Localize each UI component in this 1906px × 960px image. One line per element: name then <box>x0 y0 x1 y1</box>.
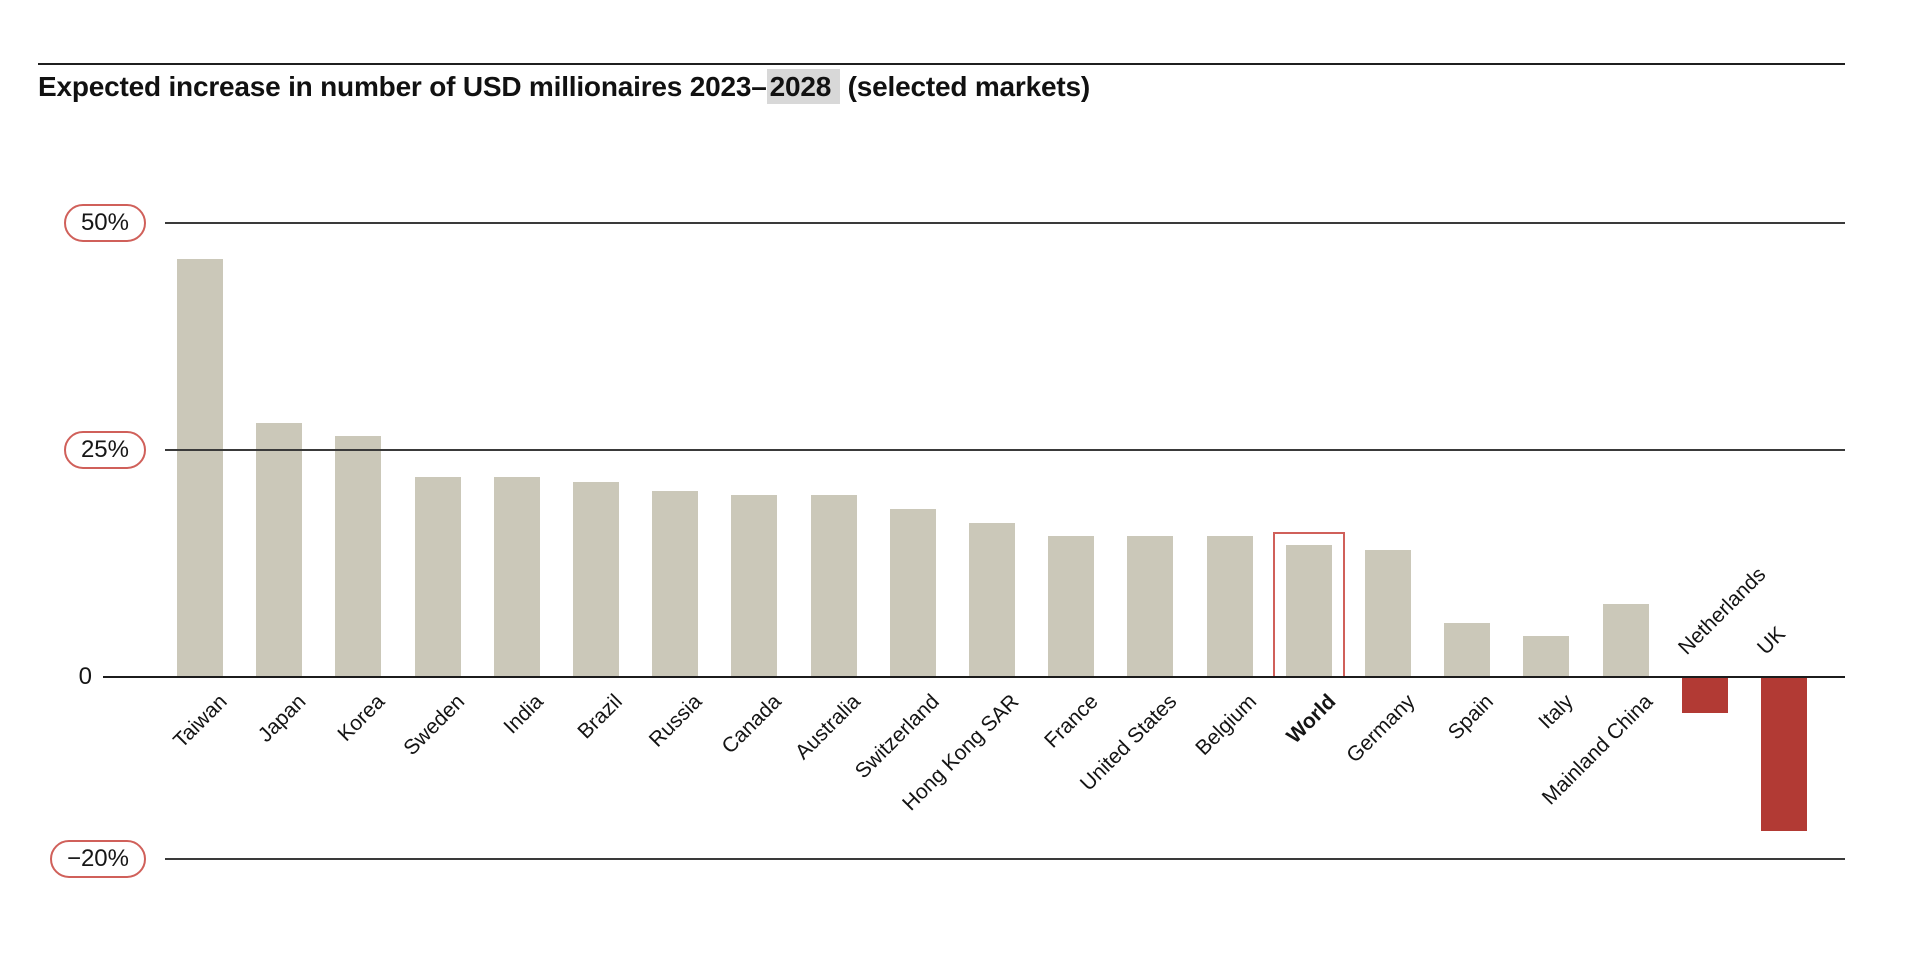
chart-title-prefix: Expected increase in number of USD milli… <box>38 71 767 102</box>
x-label-belgium: Belgium <box>1190 690 1261 760</box>
x-label-italy: Italy <box>1534 690 1578 734</box>
x-label-japan: Japan <box>253 690 311 747</box>
gridline-0 <box>103 676 1845 678</box>
x-label-russia: Russia <box>644 690 707 752</box>
bar-taiwan <box>177 259 223 677</box>
x-label-australia: Australia <box>790 690 865 765</box>
bar-canada <box>731 495 778 677</box>
x-label-world: World <box>1282 690 1341 749</box>
chart-title-suffix: (selected markets) <box>840 71 1091 102</box>
bar-netherlands <box>1681 677 1728 714</box>
bar-brazil <box>573 481 619 677</box>
bar-australia <box>810 495 857 677</box>
y-tick--20-: −20% <box>49 839 146 878</box>
bar-mainland-china <box>1602 604 1649 677</box>
bar-germany <box>1365 549 1411 677</box>
x-label-france: France <box>1039 690 1103 753</box>
bar-hong-kong-sar <box>969 522 1015 677</box>
x-label-korea: Korea <box>333 690 390 746</box>
x-label-canada: Canada <box>717 690 786 759</box>
x-label-spain: Spain <box>1444 690 1499 745</box>
bar-switzerland <box>889 509 936 677</box>
bar-russia <box>652 490 699 677</box>
y-tick-25-: 25% <box>63 431 146 469</box>
x-label-sweden: Sweden <box>398 690 469 760</box>
x-label-taiwan: Taiwan <box>168 690 232 753</box>
bar-world <box>1285 545 1332 677</box>
y-tick-0: 0 <box>78 663 92 690</box>
bar-uk <box>1761 677 1807 832</box>
bar-japan <box>256 422 303 677</box>
title-highlight: 2028 <box>766 69 841 104</box>
bar-spain <box>1444 622 1491 677</box>
bar-sweden <box>414 477 461 677</box>
bar-france <box>1048 536 1095 677</box>
x-label-uk: UK <box>1753 622 1790 660</box>
gridline-25- <box>165 449 1845 451</box>
bar-belgium <box>1206 536 1253 677</box>
bar-italy <box>1523 636 1570 677</box>
y-tick-50-: 50% <box>63 204 146 242</box>
x-label-brazil: Brazil <box>573 690 628 744</box>
title-rule <box>38 63 1845 65</box>
bar-korea <box>335 436 382 677</box>
world-highlight-outline <box>1272 532 1345 678</box>
gridline-50- <box>165 222 1845 224</box>
gridline--20- <box>165 857 1845 860</box>
x-label-germany: Germany <box>1341 690 1420 768</box>
bar-united-states <box>1127 536 1174 677</box>
chart-title: Expected increase in number of USD milli… <box>38 69 1091 104</box>
x-label-india: India <box>499 690 549 739</box>
bar-india <box>493 477 540 677</box>
